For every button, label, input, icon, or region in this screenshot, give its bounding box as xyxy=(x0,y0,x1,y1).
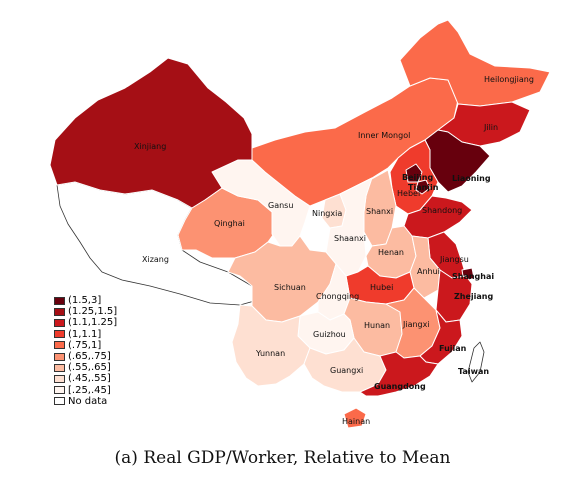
legend-item: (1.25,1.5] xyxy=(54,306,117,317)
label-jiangxi: Jiangxi xyxy=(402,320,430,329)
label-zhejiang: Zhejiang xyxy=(454,292,494,301)
label-guangdong: Guangdong xyxy=(374,382,426,391)
legend-label: (.55,.65] xyxy=(68,362,111,374)
legend-label: (.75,1] xyxy=(68,339,102,351)
legend-label: (1.5,3] xyxy=(68,295,102,307)
label-gansu: Gansu xyxy=(268,201,293,210)
label-hubei: Hubei xyxy=(370,283,393,292)
label-shanxi: Shanxi xyxy=(366,207,393,216)
legend-item: [.25,.45] xyxy=(54,385,117,396)
label-chongqing: Chongqing xyxy=(316,292,359,301)
label-shaanxi: Shaanxi xyxy=(334,234,366,243)
label-inner-mongol: Inner Mongol xyxy=(358,131,410,140)
label-jilin: Jilin xyxy=(483,123,498,132)
label-fujian: Fujian xyxy=(439,344,467,353)
province-beijing xyxy=(405,163,423,183)
label-liaoning: Liaoning xyxy=(452,174,491,183)
legend-label: (1,1.1] xyxy=(68,328,102,340)
province-anhui xyxy=(409,235,441,299)
label-henan: Henan xyxy=(378,248,404,257)
label-guangxi: Guangxi xyxy=(330,366,363,375)
legend-label: (.45,.55] xyxy=(68,373,111,385)
legend-swatch xyxy=(54,363,65,372)
legend-item: (.45,.55] xyxy=(54,373,117,384)
province-tianjin xyxy=(415,179,431,195)
label-taiwan: Taiwan xyxy=(458,367,489,376)
legend-label: (1.1,1.25] xyxy=(68,317,118,329)
label-shanghai: Shanghai xyxy=(452,272,494,281)
label-jiangsu: Jiangsu xyxy=(439,255,469,264)
legend-item: No data xyxy=(54,396,117,407)
legend-swatch xyxy=(54,341,65,350)
label-tianjin: Tianjin xyxy=(408,183,439,192)
legend-swatch xyxy=(54,374,65,383)
province-heilongjiang xyxy=(399,19,551,107)
legend-label: No data xyxy=(68,395,108,407)
label-hainan: Hainan xyxy=(342,417,370,426)
label-shandong: Shandong xyxy=(422,206,462,215)
legend-swatch xyxy=(54,307,65,316)
legend-item: (.75,1] xyxy=(54,340,117,351)
label-xizang: Xizang xyxy=(142,255,169,264)
label-sichuan: Sichuan xyxy=(274,283,306,292)
legend-label: (1.25,1.5] xyxy=(68,306,118,318)
label-yunnan: Yunnan xyxy=(255,349,285,358)
legend-label: [.25,.45] xyxy=(68,384,111,396)
label-qinghai: Qinghai xyxy=(214,219,245,228)
legend-item: (.65,.75] xyxy=(54,351,117,362)
province-taiwan xyxy=(467,341,485,383)
legend-swatch xyxy=(54,330,65,339)
province-guangdong xyxy=(359,351,439,397)
legend-swatch xyxy=(54,386,65,395)
label-beijing: Beijing xyxy=(402,173,433,182)
province-hainan xyxy=(343,407,367,429)
legend-swatch xyxy=(54,397,65,406)
label-xinjiang: Xinjiang xyxy=(134,142,166,151)
label-hebei: Hebei xyxy=(397,189,420,198)
label-hunan: Hunan xyxy=(364,321,390,330)
legend-item: (1.5,3] xyxy=(54,295,117,306)
legend-swatch xyxy=(54,296,65,305)
province-jilin xyxy=(437,101,531,147)
label-heilongjiang: Heilongjiang xyxy=(484,75,534,84)
label-ningxia: Ningxia xyxy=(312,209,342,218)
legend-swatch xyxy=(54,318,65,327)
legend-swatch xyxy=(54,352,65,361)
province-yunnan xyxy=(231,304,311,387)
label-guizhou: Guizhou xyxy=(313,330,346,339)
label-anhui: Anhui xyxy=(417,267,440,276)
map-legend: (1.5,3] (1.25,1.5] (1.1,1.25] (1,1.1] (.75,1… xyxy=(54,295,117,407)
china-choropleth-map: Xinjiang Xizang Qinghai Gansu Inner Mong… xyxy=(49,19,551,429)
legend-item: (1.1,1.25] xyxy=(54,317,117,328)
legend-item: (1,1.1] xyxy=(54,329,117,340)
legend-item: (.55,.65] xyxy=(54,362,117,373)
figure-caption: (a) Real GDP/Worker, Relative to Mean xyxy=(114,448,451,468)
legend-label: (.65,.75] xyxy=(68,351,111,363)
